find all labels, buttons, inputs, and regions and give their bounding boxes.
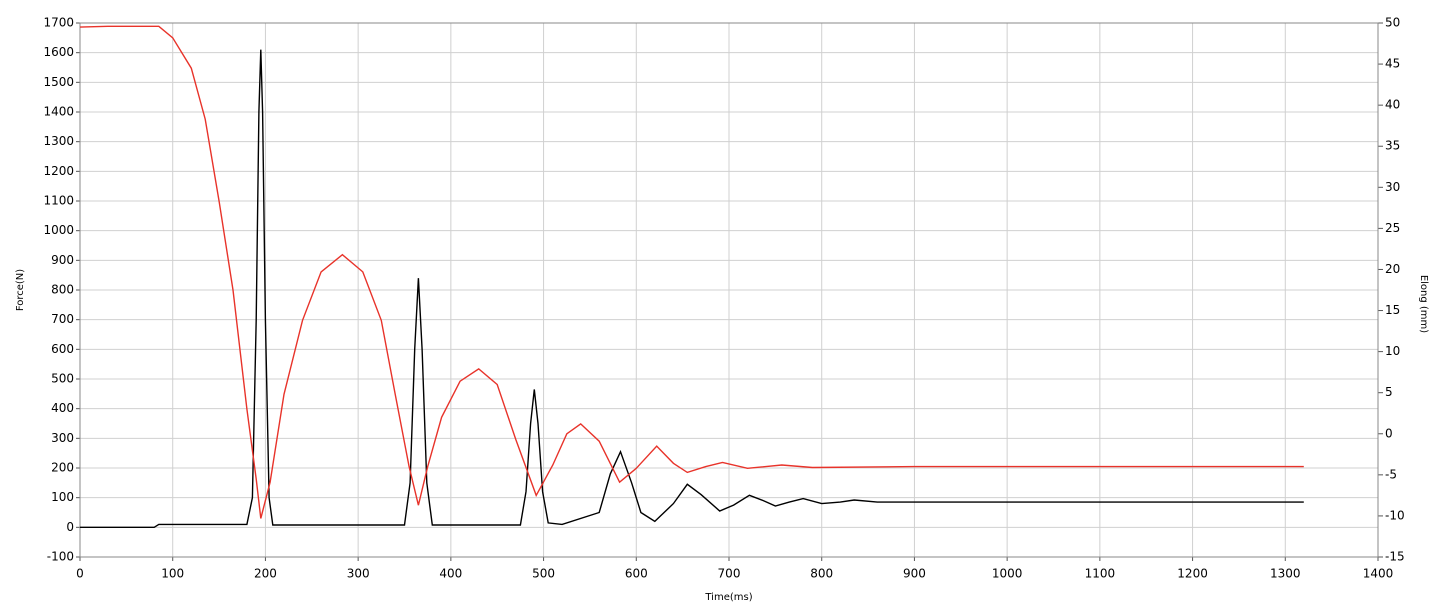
- x-tick-label: 1200: [1177, 567, 1208, 581]
- y-axis-label: Force(N): [15, 269, 26, 311]
- x-tick-label: 1000: [992, 567, 1023, 581]
- x-tick-label: 1400: [1363, 567, 1394, 581]
- x-tick-label: 400: [439, 567, 462, 581]
- y-tick-label: 200: [51, 461, 74, 475]
- x-axis-label: Time(ms): [704, 592, 752, 603]
- x-tick-label: 1300: [1270, 567, 1301, 581]
- x-tick-label: 300: [347, 567, 370, 581]
- x-tick-label: 800: [810, 567, 833, 581]
- y-tick-label: -100: [47, 550, 74, 564]
- y2-tick-label: 40: [1385, 98, 1400, 112]
- y2-tick-label: 5: [1385, 385, 1393, 399]
- x-tick-label: 500: [532, 567, 555, 581]
- y2-tick-label: 0: [1385, 426, 1393, 440]
- y-tick-label: 1600: [43, 45, 74, 59]
- x-tick-label: 1100: [1085, 567, 1116, 581]
- y2-tick-label: -15: [1385, 550, 1405, 564]
- x-tick-label: 200: [254, 567, 277, 581]
- y2-tick-label: 15: [1385, 303, 1400, 317]
- x-tick-label: 100: [161, 567, 184, 581]
- y2-tick-label: 25: [1385, 221, 1400, 235]
- y-tick-label: 500: [51, 372, 74, 386]
- y-tick-label: 300: [51, 431, 74, 445]
- x-tick-label: 900: [903, 567, 926, 581]
- y-tick-label: 1500: [43, 75, 74, 89]
- y-tick-label: 1000: [43, 223, 74, 237]
- y2-tick-label: 35: [1385, 139, 1400, 153]
- y-tick-label: 1700: [43, 16, 74, 30]
- y2-tick-label: 30: [1385, 180, 1400, 194]
- series-line: [79, 25, 1304, 519]
- y-tick-label: 1400: [43, 105, 74, 119]
- y2-axis-label: Elong (mm): [1418, 275, 1429, 333]
- y-tick-label: 900: [51, 253, 74, 267]
- y2-tick-label: 45: [1385, 57, 1400, 71]
- y-tick-label: 100: [51, 490, 74, 504]
- y2-tick-label: 10: [1385, 344, 1400, 358]
- y2-tick-label: 20: [1385, 262, 1400, 276]
- x-tick-label: 600: [625, 567, 648, 581]
- y2-tick-label: -5: [1385, 467, 1397, 481]
- y-tick-label: 700: [51, 312, 74, 326]
- y-tick-label: 0: [66, 520, 74, 534]
- y-tick-label: 400: [51, 401, 74, 415]
- y2-tick-label: 50: [1385, 16, 1400, 30]
- y-tick-label: 1200: [43, 164, 74, 178]
- x-tick-label: 0: [76, 567, 84, 581]
- y2-tick-label: -10: [1385, 508, 1405, 522]
- y-tick-label: 800: [51, 283, 74, 297]
- y-tick-label: 600: [51, 342, 74, 356]
- y-tick-label: 1300: [43, 134, 74, 148]
- plot-frame: [79, 22, 1379, 558]
- series-line: [80, 49, 1304, 528]
- x-tick-label: 700: [718, 567, 741, 581]
- y-tick-label: 1100: [43, 194, 74, 208]
